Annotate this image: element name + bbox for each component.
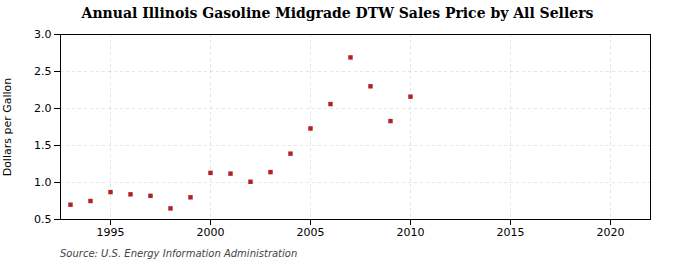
svg-text:2020: 2020 <box>597 226 625 239</box>
svg-text:2000: 2000 <box>197 226 225 239</box>
svg-text:2010: 2010 <box>397 226 425 239</box>
svg-text:Dollars per Gallon: Dollars per Gallon <box>1 78 14 177</box>
svg-text:0.5: 0.5 <box>34 213 52 226</box>
svg-text:1995: 1995 <box>97 226 125 239</box>
html-text:Source: U.S. Energy Informatio: Source: U.S. Energy Information Administ… <box>60 248 298 259</box>
svg-text:3.0: 3.0 <box>34 28 52 41</box>
svg-text:2.5: 2.5 <box>34 65 52 78</box>
svg-text:2015: 2015 <box>497 226 525 239</box>
svg-text:2005: 2005 <box>297 226 325 239</box>
svg-text:2.0: 2.0 <box>34 102 52 115</box>
svg-text:1.0: 1.0 <box>34 176 52 189</box>
svg-text:1.5: 1.5 <box>34 139 52 152</box>
html-text:Annual Illinois Gasoline Midgr: Annual Illinois Gasoline Midgrade DTW Sa… <box>81 5 594 21</box>
